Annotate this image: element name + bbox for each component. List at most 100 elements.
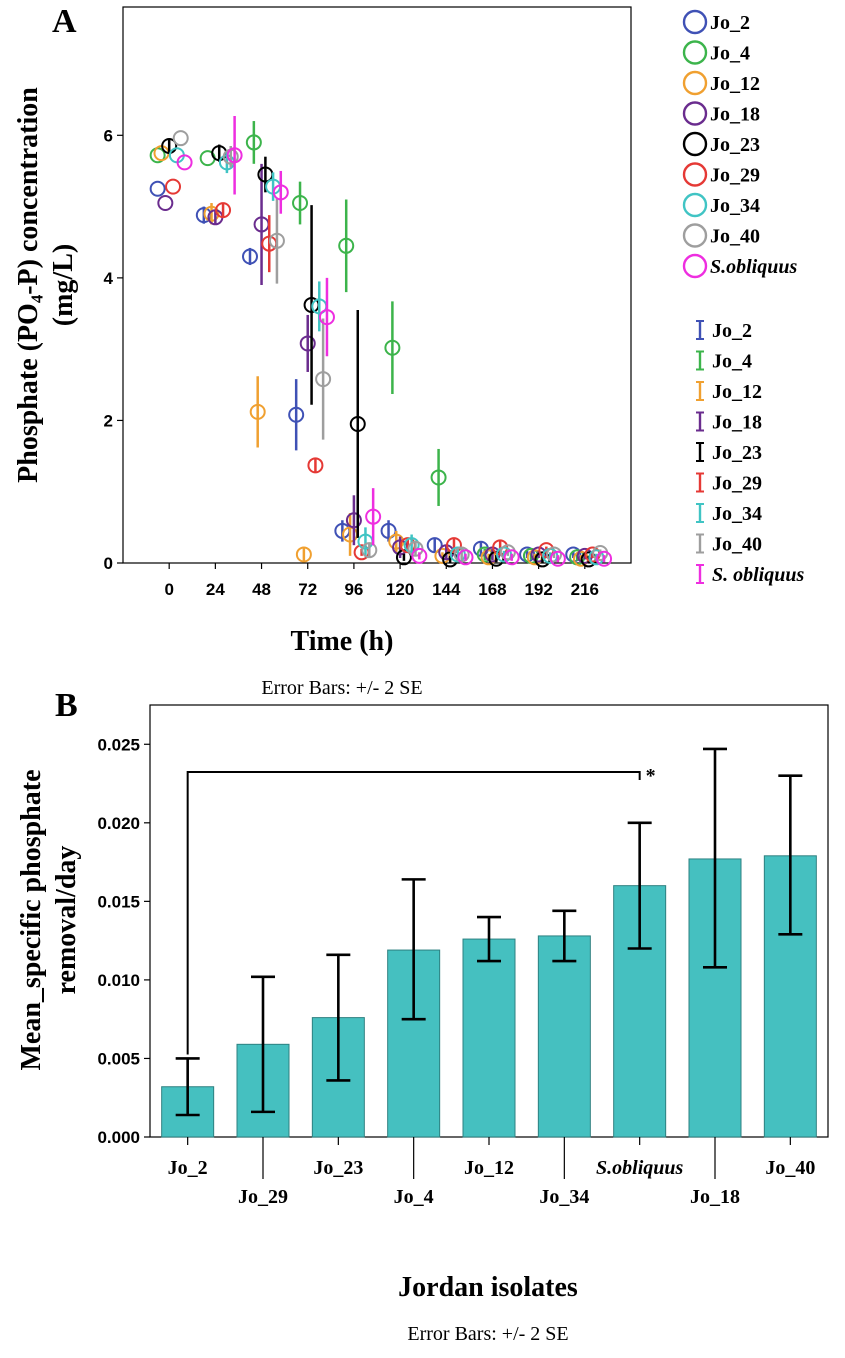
data-point	[288, 406, 305, 423]
panel-a-x-tick-label: 216	[571, 580, 599, 599]
data-point	[530, 546, 547, 563]
panel-b-y-tick-label: 0.015	[97, 892, 140, 911]
legend-error-bar-label: S. obliquus	[712, 564, 804, 586]
data-point	[596, 550, 613, 567]
data-point	[349, 416, 366, 432]
data-point	[430, 469, 447, 486]
panel-b-y-axis-title-line1: Mean_specific phosphate	[16, 770, 47, 1071]
data-point	[226, 147, 243, 164]
panel-a-y-axis-title-line1: Phosphate (PO₄-P) concentration	[13, 87, 44, 483]
data-point	[245, 134, 262, 151]
data-point	[307, 457, 324, 474]
data-point	[295, 546, 312, 563]
panel-a-x-ticks: 0 24 48 72 96 120 144 168 192 216	[164, 563, 599, 599]
panel-a-y-tick-label: 0	[104, 554, 113, 573]
legend-marker-symbol	[682, 40, 708, 65]
legend-marker-symbol	[682, 70, 708, 96]
legend-error-bar-label: Jo_2	[712, 320, 752, 342]
panel-a-y-tick-label: 4	[104, 269, 114, 288]
panel-b-x-ticks: Jo_2 Jo_29 Jo_23 Jo_4 Jo_12 Jo_34 S.obliquus Jo…	[168, 1137, 815, 1208]
panel-a-legend-error-bars: Jo_2 Jo_4 Jo_12 Jo_18 Jo_23 Jo_29 Jo_34 Jo_40 S.…	[696, 320, 804, 586]
data-point	[365, 508, 382, 525]
panel-a-x-tick-label: 96	[344, 580, 363, 599]
legend-error-bar-label: Jo_12	[712, 381, 762, 403]
data-point	[242, 248, 258, 265]
panel-b-category-label: Jo_18	[690, 1186, 740, 1208]
legend-marker-symbol	[682, 9, 708, 35]
data-point	[345, 512, 362, 529]
data-point	[318, 309, 335, 326]
data-point	[172, 130, 189, 147]
panel-a-y-tick-label: 2	[104, 411, 113, 430]
data-point	[546, 546, 563, 563]
legend-error-bar-label: Jo_34	[712, 503, 762, 525]
data-point	[549, 550, 566, 567]
data-point	[453, 546, 470, 563]
legend-marker-label: Jo_4	[710, 43, 750, 65]
legend-marker-label: Jo_40	[710, 226, 760, 248]
panel-a-letter: A	[52, 3, 77, 40]
legend-marker-label: Jo_29	[710, 165, 760, 187]
panel-b-category-label: Jo_4	[394, 1186, 434, 1208]
panel-b-error-bar-note: Error Bars: +/- 2 SE	[407, 1323, 568, 1345]
data-point	[361, 542, 378, 559]
panel-b-category-label: Jo_29	[238, 1186, 288, 1208]
panel-b-category-label: S.obliquus	[596, 1157, 683, 1179]
data-point	[292, 195, 309, 212]
panel-a-x-tick-label: 120	[386, 580, 414, 599]
panel-a-x-tick-label: 24	[206, 580, 225, 599]
legend-error-bar-label: Jo_4	[712, 351, 752, 373]
legend-error-bar-label: Jo_40	[712, 534, 762, 556]
panel-b-y-tick-label: 0.000	[97, 1128, 140, 1147]
data-point	[411, 547, 428, 564]
significance-bracket-line	[186, 771, 641, 1055]
panel-a-x-tick-label: 72	[298, 580, 317, 599]
panel-a-x-tick-label: 48	[252, 580, 271, 599]
data-point	[249, 403, 266, 420]
panel-b-y-axis-title-line2: removal/day	[51, 846, 82, 995]
panel-a-y-axis-title-line2: (mg/L)	[48, 244, 79, 326]
data-point	[503, 549, 520, 566]
bar	[537, 935, 591, 1138]
significance-bracket: *	[186, 765, 656, 1055]
panel-b-y-tick-label: 0.025	[97, 735, 140, 754]
legend-marker-label: Jo_12	[710, 73, 760, 95]
panel-b-bars	[161, 747, 817, 1138]
panel-b-category-label: Jo_23	[313, 1157, 363, 1179]
legend-marker-symbol	[682, 131, 708, 157]
data-point	[203, 205, 220, 222]
panel-a-plot-frame	[122, 6, 632, 564]
significance-marker: *	[646, 765, 656, 787]
data-point	[445, 537, 462, 554]
data-point	[149, 180, 166, 197]
data-point	[272, 184, 289, 201]
panel-b-category-label: Jo_2	[168, 1157, 208, 1179]
legend-marker-symbol	[682, 162, 708, 187]
legend-marker-symbol	[682, 223, 708, 248]
panel-a-x-tick-label: 168	[478, 580, 506, 599]
panel-a-x-tick-label: 192	[524, 580, 552, 599]
panel-b-category-label: Jo_12	[464, 1157, 514, 1179]
data-point	[499, 544, 516, 561]
legend-error-bar-label: Jo_23	[712, 442, 762, 464]
data-point	[338, 237, 355, 254]
legend-marker-label: Jo_34	[710, 195, 760, 217]
panel-a-x-tick-label: 144	[432, 580, 461, 599]
legend-marker-symbol	[682, 253, 708, 279]
panel-b-category-label: Jo_40	[765, 1157, 815, 1179]
panel-a-legend-markers: Jo_2 Jo_4 Jo_12 Jo_18 Jo_23 Jo_29 Jo_34 Jo_40 S.…	[682, 9, 797, 279]
bar	[462, 938, 516, 1138]
data-point	[403, 537, 420, 554]
panel-a-y-tick-label: 6	[104, 126, 113, 145]
legend-marker-label: Jo_2	[710, 12, 750, 34]
panel-b-y-tick-label: 0.020	[97, 814, 140, 833]
legend-error-bar-label: Jo_18	[712, 412, 762, 434]
panel-b-y-tick-label: 0.010	[97, 971, 140, 990]
data-point	[299, 335, 316, 352]
panel-b-letter: B	[55, 687, 78, 724]
panel-b-category-label: Jo_34	[539, 1186, 589, 1208]
legend-error-bar-label: Jo_29	[712, 473, 762, 495]
